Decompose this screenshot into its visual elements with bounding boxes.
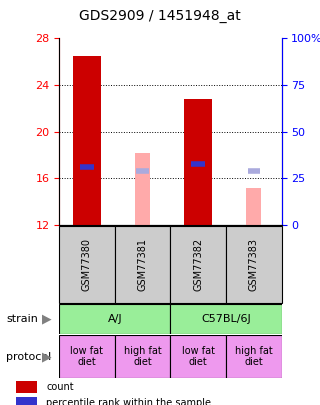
FancyBboxPatch shape [115,335,170,378]
Text: low fat
diet: low fat diet [182,346,215,367]
Text: GDS2909 / 1451948_at: GDS2909 / 1451948_at [79,9,241,23]
FancyBboxPatch shape [170,304,282,334]
Text: A/J: A/J [108,314,122,324]
FancyBboxPatch shape [170,226,226,303]
Bar [184,99,212,225]
Text: GSM77382: GSM77382 [193,237,203,291]
FancyBboxPatch shape [170,335,226,378]
Bar [73,56,101,225]
Text: ▶: ▶ [42,350,51,363]
Text: percentile rank within the sample: percentile rank within the sample [46,398,212,405]
Text: strain: strain [6,314,38,324]
FancyBboxPatch shape [115,226,170,303]
Text: GSM77383: GSM77383 [249,238,259,290]
Text: high fat
diet: high fat diet [235,346,273,367]
FancyBboxPatch shape [16,397,37,405]
Text: GSM77381: GSM77381 [138,238,148,290]
FancyBboxPatch shape [16,381,37,392]
Text: protocol: protocol [6,352,52,362]
Text: GSM77380: GSM77380 [82,238,92,290]
Text: count: count [46,382,74,392]
FancyBboxPatch shape [226,335,282,378]
FancyBboxPatch shape [226,226,282,303]
Bar [246,188,261,225]
FancyBboxPatch shape [59,304,170,334]
Text: C57BL/6J: C57BL/6J [201,314,251,324]
Text: high fat
diet: high fat diet [124,346,162,367]
Text: low fat
diet: low fat diet [70,346,103,367]
FancyBboxPatch shape [59,226,115,303]
Bar [135,153,150,225]
Text: ▶: ▶ [42,312,51,326]
FancyBboxPatch shape [59,335,115,378]
